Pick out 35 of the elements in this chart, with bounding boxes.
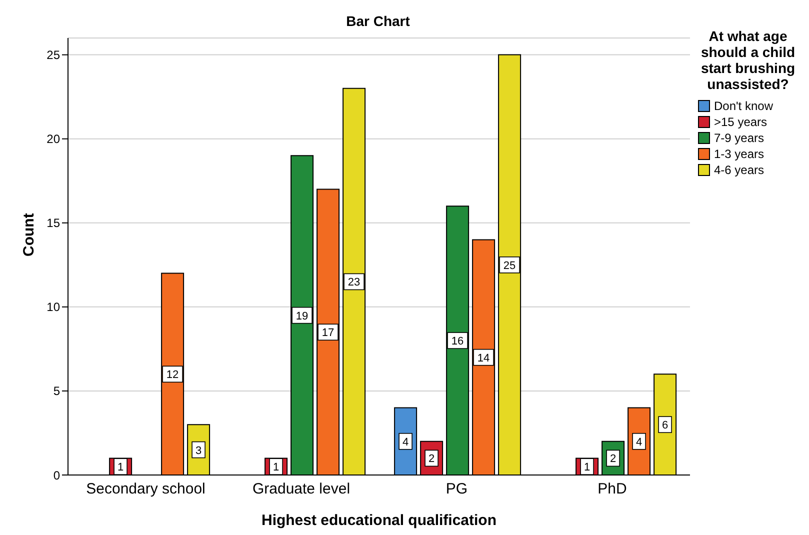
y-axis-title: Count [20,213,38,256]
legend-label: 4-6 years [714,163,764,177]
y-tick-label: 20 [46,132,60,146]
x-axis-title: Highest educational qualification [261,512,497,529]
chart-title: Bar Chart [346,13,410,29]
data-label: 17 [322,327,334,340]
data-label: 14 [477,352,490,364]
data-label: 23 [348,276,360,289]
legend-label: Don't know [714,99,773,113]
data-label: 1 [117,462,124,474]
x-tick-label: Secondary school [86,480,206,498]
y-tick-label: 15 [46,216,60,230]
data-label: 2 [428,453,435,466]
data-label: 25 [503,260,516,272]
data-label: 1 [584,462,590,474]
data-label: 16 [451,336,464,348]
y-tick-label: 0 [53,468,60,482]
x-tick-label: PG [446,480,468,498]
data-label: 2 [610,453,616,466]
data-label: 3 [195,444,202,457]
legend-label: 7-9 years [714,131,764,145]
y-tick-label: 5 [53,384,60,398]
x-tick-label: PhD [598,480,628,498]
data-label: 1 [272,462,280,474]
legend-label: 1-3 years [714,147,764,161]
x-tick-label: Graduate level [252,480,350,498]
y-tick-label: 10 [46,300,60,314]
data-label: 19 [296,310,308,322]
legend-label: >15 years [714,115,768,129]
data-label: 4 [636,436,642,448]
y-tick-label: 25 [46,48,60,62]
data-label: 4 [402,436,409,448]
legend-title: At what age should a child start brushing unassisted? [700,28,796,92]
data-label: 12 [166,369,179,382]
data-label: 6 [662,420,668,432]
